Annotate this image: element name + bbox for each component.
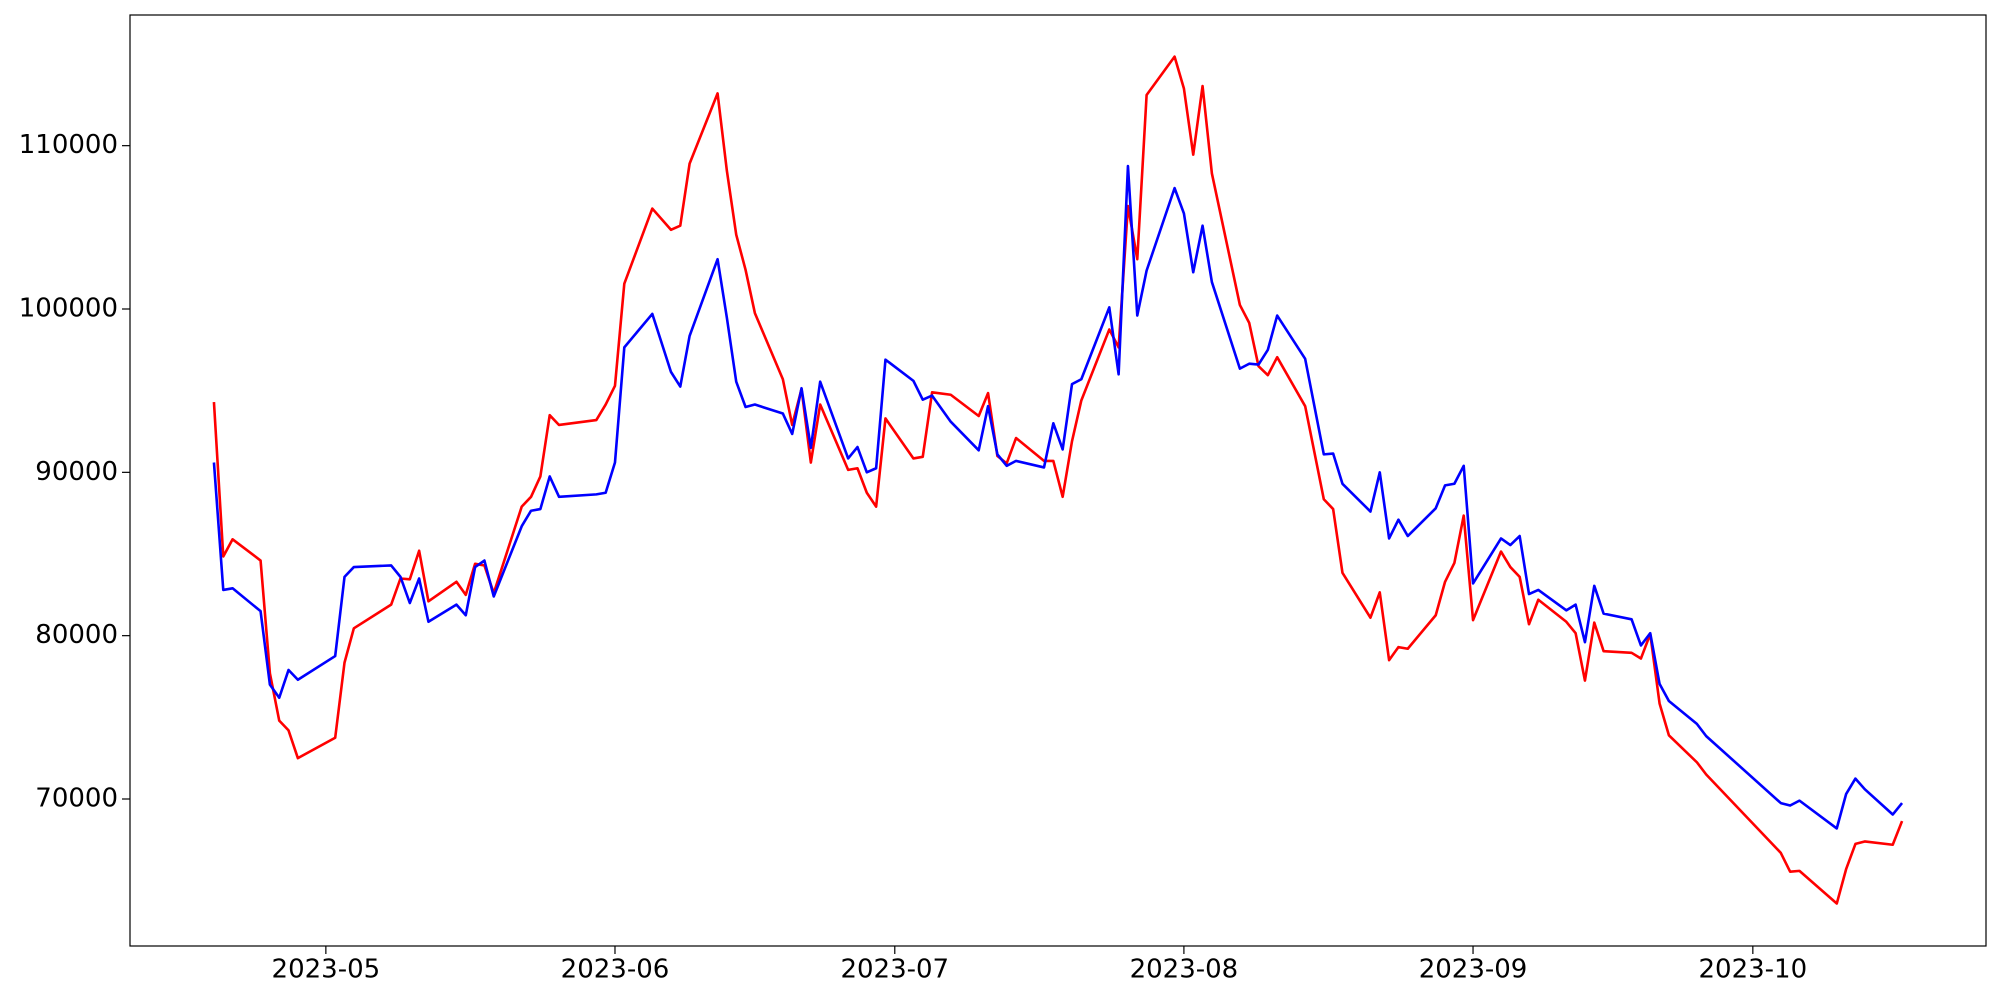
plot-frame	[129, 14, 1987, 947]
y-tick-label: 100000	[19, 294, 118, 324]
y-tick-label: 90000	[35, 457, 118, 487]
x-tick-label: 2023-09	[1419, 955, 1528, 985]
series-line	[212, 164, 1904, 830]
x-tick-label: 2023-05	[272, 955, 381, 985]
x-tick-label: 2023-07	[840, 955, 949, 985]
y-tick-label: 70000	[35, 784, 118, 814]
x-tick-label: 2023-08	[1130, 955, 1239, 985]
x-tick-label: 2023-10	[1699, 955, 1808, 985]
x-tick-label: 2023-06	[561, 955, 670, 985]
y-tick-label: 110000	[19, 130, 118, 160]
y-tick-label: 80000	[35, 620, 118, 650]
